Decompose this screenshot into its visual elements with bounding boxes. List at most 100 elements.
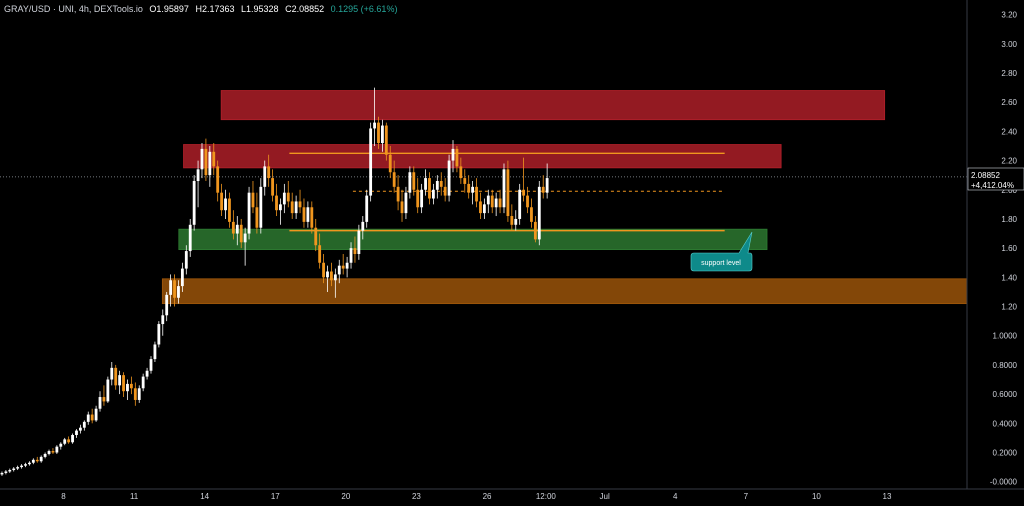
candle-body	[94, 408, 98, 421]
candle-body	[0, 472, 4, 475]
y-tick-label: -0.0000	[990, 478, 1018, 487]
candle-body	[282, 192, 286, 205]
candle-body	[522, 189, 526, 196]
candle-body	[75, 430, 78, 435]
candle-body	[533, 221, 537, 240]
candle-body	[424, 178, 427, 190]
candle-body	[35, 459, 39, 462]
candle-body	[380, 125, 384, 144]
last-price-label: 2.08852 +4,412.04%	[967, 167, 1024, 191]
candle-body	[180, 268, 184, 287]
candle-body	[514, 218, 518, 225]
candle-body	[4, 471, 8, 473]
candle-body	[129, 383, 133, 389]
last-price-pct: +4,412.04%	[971, 181, 1014, 190]
candle-body	[28, 462, 31, 465]
candle-body	[263, 166, 267, 187]
candle-body	[165, 294, 169, 316]
candle-body	[55, 446, 59, 453]
candle-body	[337, 265, 341, 275]
candle-body	[330, 271, 333, 281]
candle-body	[545, 178, 549, 193]
candle-body	[110, 367, 114, 380]
candle-body	[90, 414, 94, 421]
y-tick-label: 0.6000	[993, 390, 1018, 399]
candle-body	[67, 439, 71, 443]
candle-body	[431, 189, 435, 199]
candle-body	[228, 198, 231, 222]
candle-body	[412, 172, 416, 190]
candle-body	[357, 230, 361, 254]
candle-body	[341, 265, 345, 269]
candle-body	[486, 195, 490, 205]
candle-body	[43, 453, 47, 457]
x-tick-label: 10	[812, 492, 821, 501]
x-tick-label: 11	[130, 492, 139, 501]
candle-body	[149, 359, 153, 371]
candle-body	[259, 186, 263, 228]
candle-body	[518, 189, 522, 219]
candle-body	[475, 186, 478, 202]
zone-resistance-upper	[220, 90, 886, 121]
y-tick-label: 1.60	[1001, 244, 1017, 253]
y-tick-label: 2.60	[1001, 98, 1017, 107]
candle-body	[173, 280, 176, 298]
last-price-text: 2.08852	[971, 171, 1000, 180]
candle-body	[208, 151, 212, 176]
candle-body	[428, 178, 431, 199]
candle-body	[435, 181, 439, 190]
candle-body	[39, 456, 43, 462]
candle-body	[31, 459, 35, 463]
candle-body	[271, 178, 274, 196]
zone-demand	[161, 278, 968, 305]
candle-body	[24, 464, 27, 466]
candle-body	[361, 221, 365, 231]
y-tick-label: 3.00	[1001, 40, 1017, 49]
y-tick-label: 0.8000	[993, 361, 1018, 370]
candle-body	[118, 375, 122, 386]
candle-body	[396, 186, 400, 202]
x-tick-label: 23	[412, 492, 421, 501]
candle-body	[502, 169, 506, 208]
candle-body	[404, 192, 408, 214]
candle-body	[102, 397, 106, 402]
candle-body	[247, 192, 251, 234]
candle-body	[384, 125, 388, 155]
candle-body	[78, 427, 82, 431]
last-price-box	[967, 167, 1024, 191]
candle-body	[239, 224, 243, 243]
y-tick-label: 2.20	[1001, 157, 1017, 166]
support-level-callout: support level	[690, 231, 753, 272]
y-tick-label: 0.2000	[993, 449, 1018, 458]
candle-body	[467, 183, 471, 193]
candle-body	[235, 224, 239, 234]
candle-body	[322, 262, 325, 278]
y-tick-label: 3.20	[1001, 11, 1017, 20]
x-tick-label: 20	[341, 492, 350, 501]
candle-body	[220, 192, 224, 211]
candle-body	[16, 467, 20, 469]
candle-body	[400, 201, 404, 214]
candle-body	[494, 198, 498, 208]
candle-body	[463, 178, 467, 184]
x-tick-label: 8	[61, 492, 66, 501]
candle-body	[188, 224, 192, 252]
candle-body	[439, 181, 443, 187]
candle-body	[373, 122, 376, 129]
candle-body	[12, 468, 16, 471]
x-tick-label: 12:00	[536, 492, 557, 501]
candle-body	[255, 207, 259, 228]
y-tick-label: 2.40	[1001, 127, 1017, 136]
candle-body	[192, 181, 196, 225]
candle-body	[526, 195, 529, 208]
candle-body	[145, 370, 149, 377]
x-tick-label: Jul	[600, 492, 610, 501]
candle-body	[51, 451, 55, 453]
callout-text: support level	[701, 260, 741, 267]
callout-bubble	[690, 231, 753, 272]
x-tick-label: 14	[200, 492, 209, 501]
candle-body	[498, 198, 502, 208]
candle-body	[275, 195, 278, 211]
candle-body	[416, 189, 420, 208]
